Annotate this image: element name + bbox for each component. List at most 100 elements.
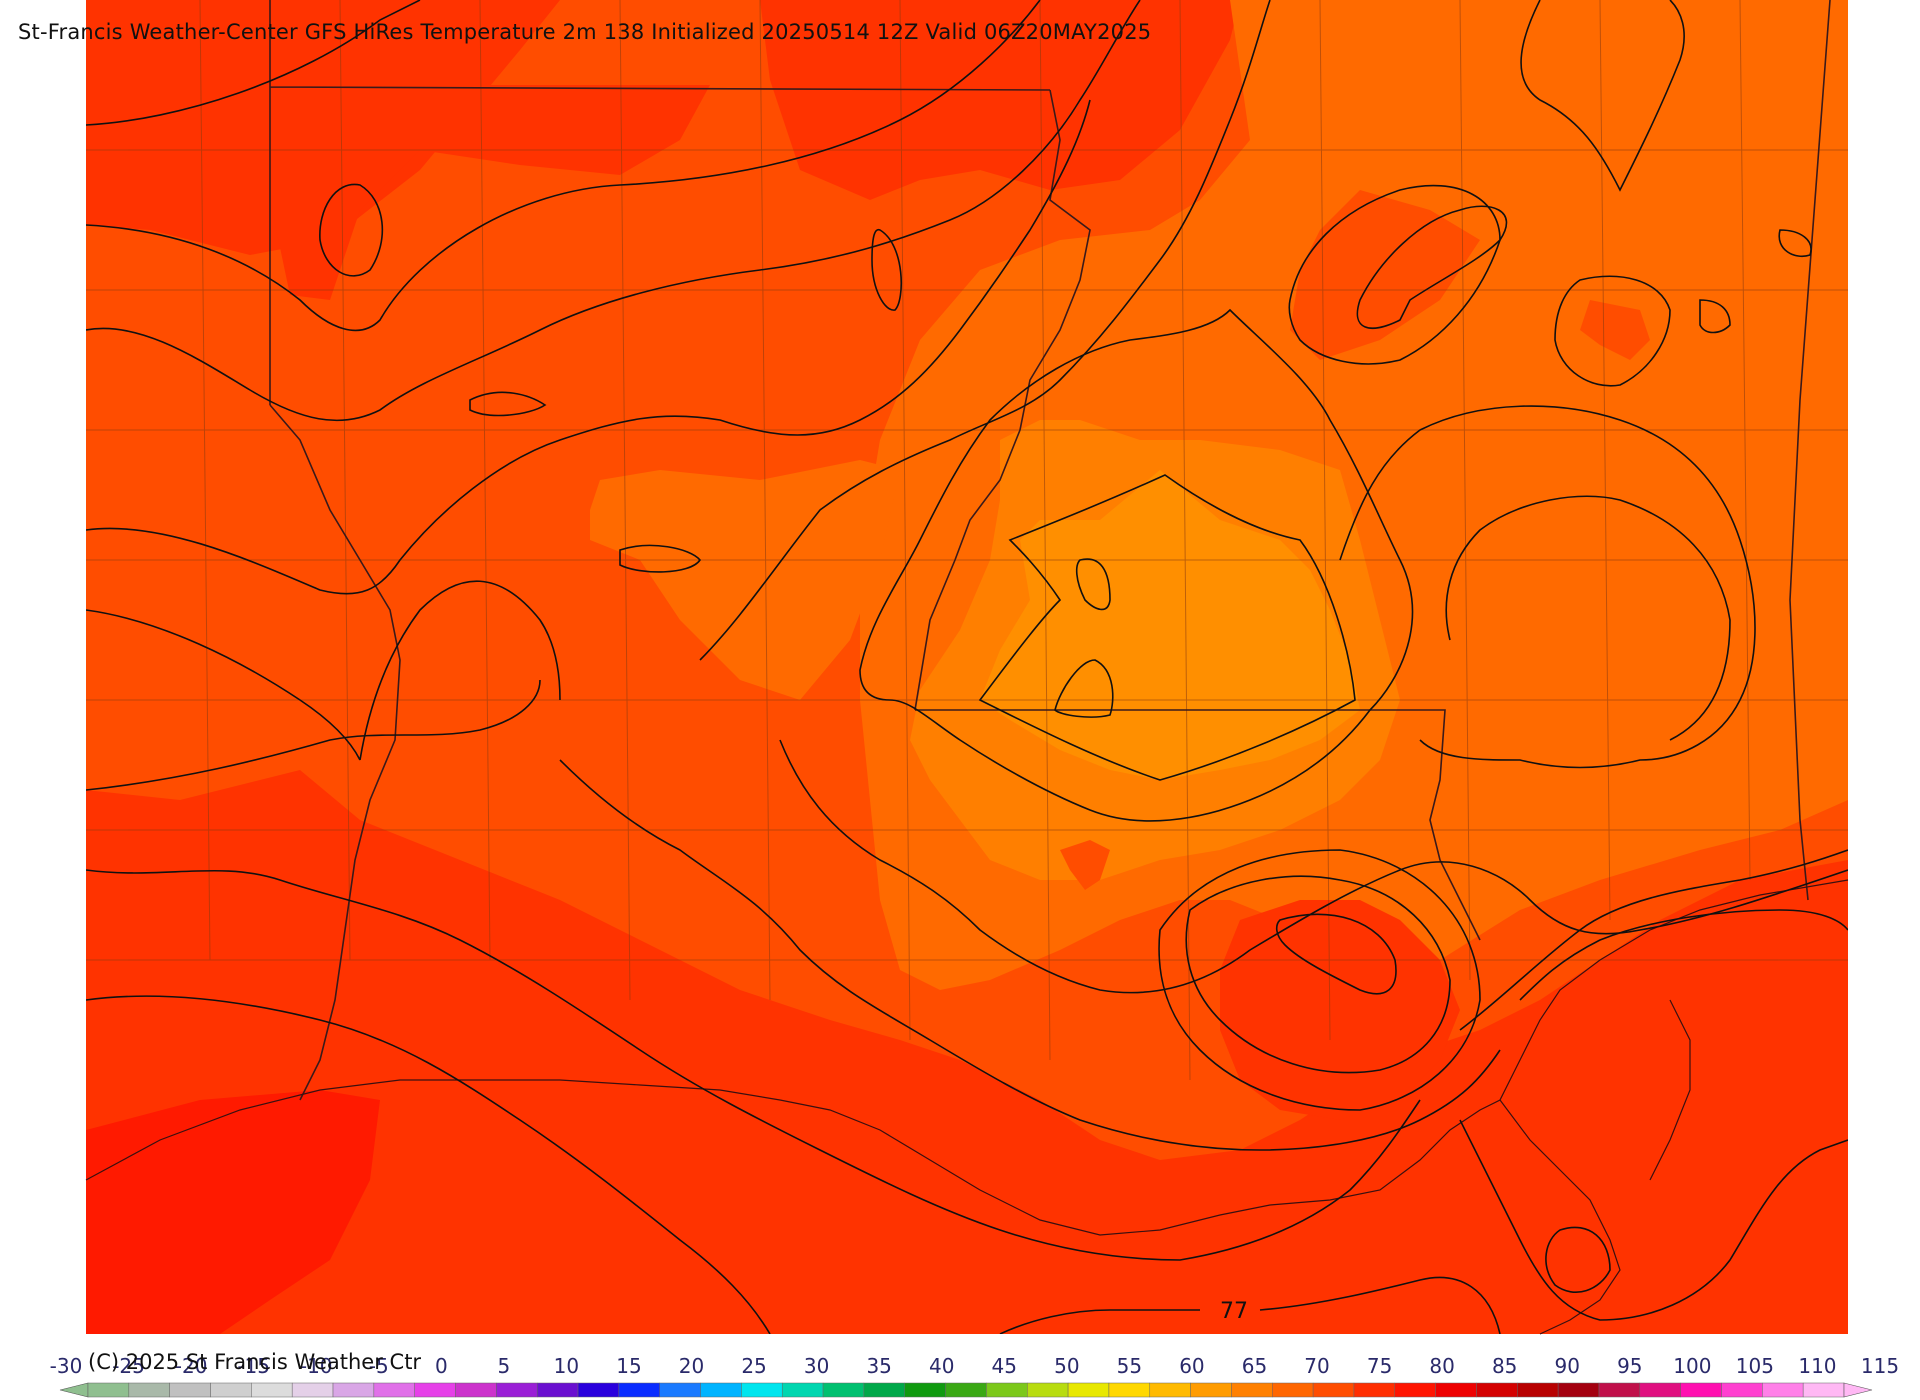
- colorbar-segment: [1108, 1382, 1151, 1398]
- coastline-gulf: [85, 879, 1849, 1236]
- colorbar-tick-label: 45: [992, 1354, 1017, 1378]
- fill-red-south: [86, 770, 1848, 1334]
- colorbar-tick-label: -25: [112, 1354, 145, 1378]
- colorbar-segment: [169, 1382, 211, 1398]
- colorbar-tick-label: -15: [237, 1354, 270, 1378]
- isotherm-central-small: [619, 544, 701, 573]
- colorbar-segment: [1149, 1382, 1191, 1398]
- colorbar-tick-label: 60: [1179, 1354, 1204, 1378]
- colorbar-segment: [291, 1382, 334, 1398]
- fill-orange-west-lobe: [590, 460, 900, 700]
- colorbar-segment: [1476, 1382, 1518, 1398]
- colorbar-segment: [1067, 1382, 1110, 1398]
- colorbar-min-arrow: [59, 1382, 89, 1398]
- isotherm-nw-loop: [319, 183, 384, 277]
- isotherm-se-3: [1459, 1119, 1848, 1321]
- colorbar: [59, 1382, 1873, 1398]
- colorbar-segment: [1802, 1382, 1845, 1398]
- colorbar-segment: [414, 1382, 456, 1398]
- colorbar-segment: [986, 1382, 1028, 1398]
- colorbar-tick-label: 20: [679, 1354, 704, 1378]
- county-lines-1: [86, 149, 1848, 961]
- coastline-chandeleur: [1649, 999, 1691, 1181]
- colorbar-tick-label: 100: [1673, 1354, 1711, 1378]
- fill-deep-red: [86, 1090, 380, 1334]
- colorbar-tick-label: -30: [50, 1354, 83, 1378]
- colorbar-tick-label: 50: [1054, 1354, 1079, 1378]
- isotherm-south-77: [999, 1276, 1501, 1334]
- colorbar-segment: [822, 1382, 865, 1398]
- colorbar-segment: [332, 1382, 375, 1398]
- colorbar-tick-label: 85: [1492, 1354, 1517, 1378]
- colorbar-tick-label: 25: [741, 1354, 766, 1378]
- colorbar-tick-label: -10: [300, 1354, 333, 1378]
- fill-spot-ne2: [1580, 300, 1650, 360]
- colorbar-tick-label: 75: [1367, 1354, 1392, 1378]
- isotherm-east-5: [1778, 229, 1812, 257]
- colorbar-tick-label: 105: [1736, 1354, 1774, 1378]
- colorbar-tick-label: 40: [929, 1354, 954, 1378]
- state-line-la-ms: [915, 709, 1481, 941]
- colorbar-segment: [618, 1382, 660, 1398]
- colorbar-labels: -30 -25 -20 -15 -10 -5 0 5 10 15 20 25 30 35 40 45 50 55 6…: [50, 1354, 1899, 1378]
- isotherm-gulf-ring2: [1158, 849, 1481, 1111]
- colorbar-tick-label: 65: [1242, 1354, 1267, 1378]
- colorbar-segment: [700, 1382, 742, 1398]
- colorbar-segment: [1557, 1382, 1600, 1398]
- colorbar-segment: [577, 1382, 620, 1398]
- colorbar-segment: [863, 1382, 905, 1398]
- isotherm-gulf-ring: [1185, 875, 1451, 1074]
- colorbar-tick-label: 35: [866, 1354, 891, 1378]
- colorbar-segment: [536, 1382, 579, 1398]
- isotherm-ark-small: [469, 391, 547, 417]
- isotherm-east-4: [1699, 299, 1731, 334]
- colorbar-tick-label: 0: [435, 1354, 448, 1378]
- contour-label-77: 77: [1220, 1299, 1248, 1324]
- colorbar-segment: [455, 1382, 497, 1398]
- copyright-text: (C) 2025 St Francis Weather Ctr: [88, 1350, 422, 1374]
- colorbar-segment: [1353, 1382, 1396, 1398]
- isotherm-se-1: [1459, 849, 1848, 1031]
- isotherm-ne-top: [1520, 0, 1685, 192]
- colorbar-tick-label: 5: [497, 1354, 510, 1378]
- colorbar-tick-label: 30: [804, 1354, 829, 1378]
- colorbar-tick-label: -5: [369, 1354, 389, 1378]
- colorbar-segment: [1517, 1382, 1559, 1398]
- isotherm-west-1: [86, 580, 561, 761]
- colorbar-tick-label: 95: [1617, 1354, 1642, 1378]
- isotherm-south-1: [86, 869, 1421, 1261]
- isotherm-ark-loop: [871, 228, 903, 311]
- isotherm-loop-mid2: [1054, 659, 1114, 718]
- colorbar-tick-label: 110: [1798, 1354, 1836, 1378]
- isotherm-loop-mid: [1075, 558, 1111, 611]
- colorbar-segment: [945, 1382, 987, 1398]
- fill-red-gulf-center: [1220, 900, 1460, 1120]
- colorbar-segment: [1312, 1382, 1355, 1398]
- colorbar-segment: [1394, 1382, 1436, 1398]
- isotherm-nw-1: [86, 0, 421, 126]
- colorbar-segment: [904, 1382, 946, 1398]
- isotherm-central-1: [86, 99, 1091, 595]
- isotherm-east-far: [1445, 495, 1731, 741]
- colorbar-tick-label: 70: [1304, 1354, 1329, 1378]
- isotherm-gulf-loop: [1275, 913, 1397, 995]
- colorbar-segment: [1762, 1382, 1804, 1398]
- colorbar-tick-label: -20: [175, 1354, 208, 1378]
- colorbar-segment: [210, 1382, 252, 1398]
- colorbar-tick-label: 115: [1861, 1354, 1899, 1378]
- colorbar-segment: [496, 1382, 538, 1398]
- colorbar-max-arrow: [1843, 1382, 1873, 1398]
- fill-red-nw-blob: [270, 85, 710, 300]
- isotherm-ark-1: [86, 0, 1141, 422]
- isotherm-east-3: [1554, 275, 1671, 387]
- colorbar-tick-label: 15: [616, 1354, 641, 1378]
- colorbar-segment: [1272, 1382, 1314, 1398]
- colorbar-segment: [741, 1382, 783, 1398]
- isotherm-se-loop: [1545, 1226, 1611, 1294]
- colorbar-segment: [659, 1382, 701, 1398]
- isotherm-east-1: [1356, 205, 1508, 329]
- colorbar-segment: [1231, 1382, 1273, 1398]
- isotherm-west-2: [86, 679, 541, 791]
- colorbar-segment: [1639, 1382, 1681, 1398]
